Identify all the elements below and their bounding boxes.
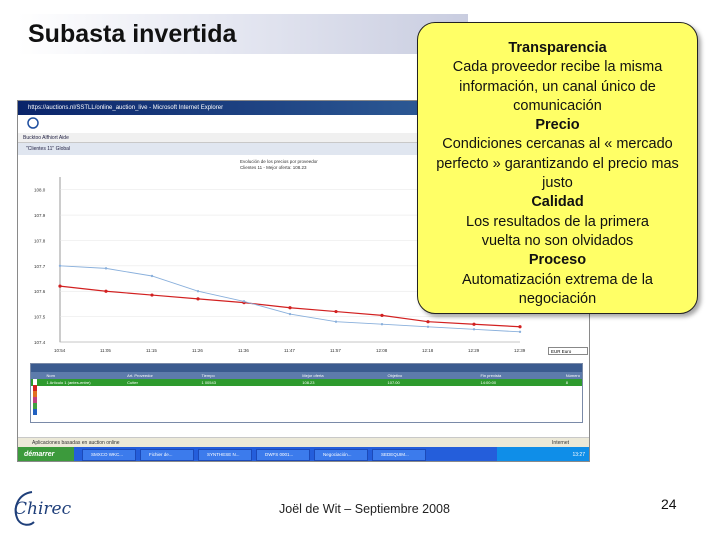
status-left: Aplicaciones basadas en auction online [32,440,120,446]
series-point-2 [58,264,62,268]
y-tick-label: 108.0 [34,188,46,193]
x-tick-label: 12:18 [422,348,434,353]
x-tick-label: 11:36 [238,348,249,353]
grid-column-header: Nom [46,373,55,378]
taskbar-item[interactable]: SYNTHESE N... [198,449,252,461]
chirec-logo-icon [14,491,35,526]
chart-header-line1: Evolución de los precios por proveedor [240,159,318,164]
series-point-2 [242,300,246,303]
app-menu[interactable]: Bucktoo Alfhiort Aide [18,133,589,143]
callout-text-proceso: Automatización extrema de la negociación [461,271,653,307]
callout-heading-proceso: Proceso [528,252,587,269]
grid-data-row[interactable]: 1 Artículo 1 (antes-entre) Cutter 1 00543 1… [31,379,582,386]
series-point-2 [150,274,154,278]
y-tick-label: 107.7 [34,264,46,269]
slide-title: Subasta invertida [28,20,237,48]
app-logo-icon [27,117,39,129]
callout-heading-transparencia: Transparencia [508,40,607,56]
grid-cell: 1 Artículo 1 (antes-entre) [46,380,91,385]
taskbar-item[interactable]: Negociación... [314,449,368,461]
grid-cell: 8 [565,380,568,385]
series-point-2 [380,323,384,326]
y-tick-label: 107.9 [34,213,46,218]
series-point-1 [196,297,200,301]
slide-title-bar: Subasta invertida [18,14,468,54]
series-point-1 [472,322,476,326]
series-point-1 [150,293,154,297]
taskbar-item[interactable]: Fichier de... [140,449,194,461]
y-tick-label: 107.4 [34,340,46,345]
callout-heading-calidad: Calidad [531,194,584,211]
status-bar: Aplicaciones basadas en auction online I… [18,437,589,447]
series-point-2 [196,290,200,293]
taskbar: démarrer SMXCO WKC... Fichier de... SYNTHE… [18,447,589,461]
taskbar-item[interactable]: SEDEQUIM... [372,449,426,461]
x-tick-label: 11:26 [192,348,203,353]
status-right: Internet [552,440,569,446]
series-point-2 [472,328,476,331]
series-point-2 [334,320,338,323]
callout-text-transparencia: Cada proveedor recibe la misma informaci… [452,59,663,114]
taskbar-item[interactable]: SMXCO WKC... [82,449,136,461]
series-point-1 [334,309,338,314]
series-point-1 [104,289,108,293]
x-tick-label: 11:47 [284,348,295,353]
grid-cell: Cutter [127,380,138,385]
system-tray: 13:27 [497,447,589,461]
series-point-2 [288,312,292,316]
y-tick-label: 107.8 [34,238,46,243]
page-number: 24 [661,496,677,512]
color-legend-strip [33,379,37,419]
taskbar-item[interactable]: DWFS 0001... [256,449,310,461]
grid-column-header: Objetivo [387,373,403,378]
currency-select[interactable]: EUR Euro [548,347,588,355]
chart-header: Evolución de los precios por proveedor C… [240,159,318,171]
callout-heading-precio: Precio [535,117,580,134]
grid-cell: 14:00:00 [480,380,497,385]
grid-cell: 107.00 [387,380,400,385]
x-tick-label: 11:15 [146,348,157,353]
y-tick-label: 107.6 [34,289,46,294]
logo-text: Chirec [14,499,72,519]
grid-cell: 1 00543 [201,380,216,385]
y-tick-label: 107.5 [34,315,46,320]
x-tick-label: 10:54 [54,348,66,353]
grid-column-header: Tiempo [201,373,215,378]
series-point-1 [426,320,430,324]
grid-column-header: Fin prevista [480,373,502,378]
x-tick-label: 11:57 [330,348,341,353]
tray-time: 13:27 [572,452,585,458]
series-point-1 [518,325,522,329]
grid-header-row: Nom Art. Proveedor Tiempo Mejor oferta Objet… [31,372,582,392]
benefits-callout: Transparencia Cada proveedor recibe la m… [417,22,698,314]
x-tick-label: 12:29 [468,348,480,353]
chart-header-line2: Clientes 11 - Mejor oferta: 108.23 [240,165,307,170]
series-point-1 [288,306,292,310]
grid-column-header: Art. Proveedor [127,373,153,378]
slide-footer: Joël de Wit – Septiembre 2008 [279,502,450,516]
grid-cell: 108.23 [302,380,315,385]
x-tick-label: 11:05 [100,348,111,353]
series-point-1 [380,313,384,317]
series-point-1 [58,284,62,288]
x-tick-label: 12:39 [514,348,526,353]
series-point-2 [518,330,522,334]
grid-column-header: Mejor oferta [302,373,324,378]
series-point-2 [426,325,430,328]
x-tick-label: 12:08 [376,348,388,353]
bid-grid: Artículo Nom Art. Proveedor Tiempo Mejor of… [30,363,583,423]
series-point-2 [104,267,108,270]
callout-text-calidad: Los resultados de la primera vuelta no s… [466,213,649,249]
callout-text-precio: Condiciones cercanas al « mercado perfec… [436,136,679,192]
start-button[interactable]: démarrer [18,447,74,461]
grid-tab-bar: Artículo [31,364,582,378]
